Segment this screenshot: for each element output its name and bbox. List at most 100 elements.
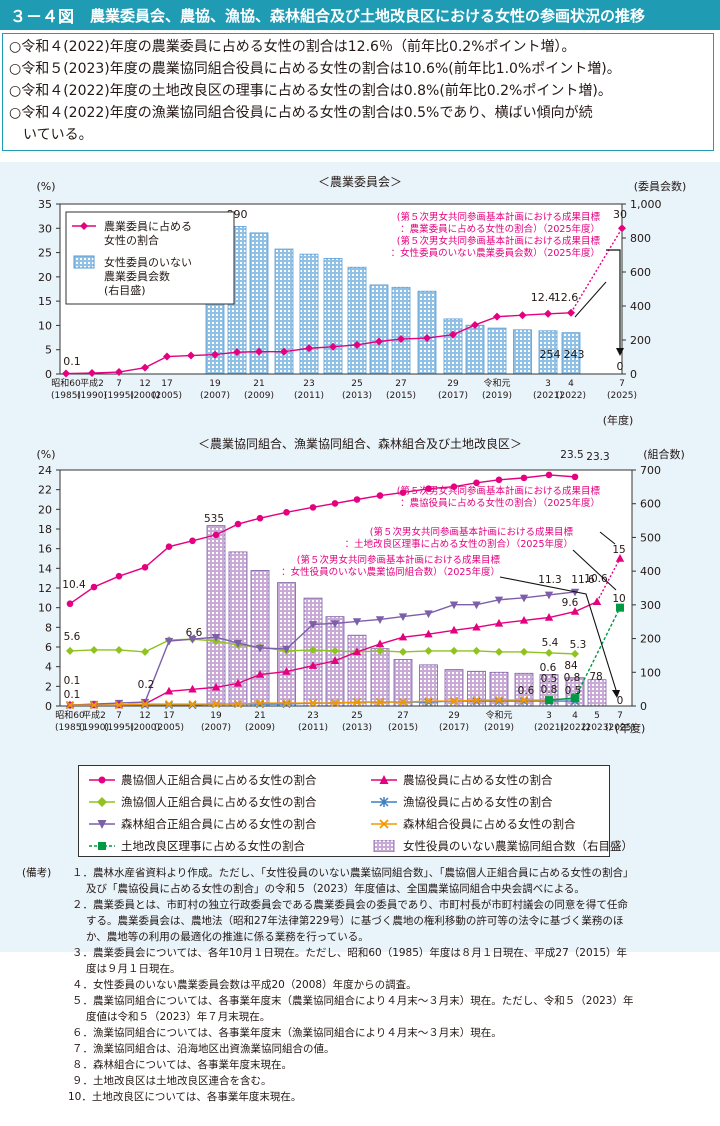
- bar: [347, 634, 367, 707]
- plot-area: [60, 470, 632, 706]
- legend-label: 女性委員のいない: [104, 255, 192, 269]
- data-point: [399, 489, 407, 496]
- y-left-tick: 20: [38, 503, 52, 516]
- summary-line: ○令和４(2022)年度の土地改良区の理事に占める女性の割合は0.8%(前年比0…: [9, 83, 612, 99]
- data-label: 11.3: [538, 574, 561, 586]
- x-tick-label: 7: [116, 379, 122, 389]
- x-tick-label: 平成2: [80, 377, 104, 389]
- data-label: 254: [540, 348, 561, 361]
- data-point: [309, 645, 317, 654]
- series-line: [69, 591, 576, 706]
- target-point: [618, 224, 626, 233]
- data-point: [398, 632, 408, 641]
- x-tick-label: 昭和60: [55, 710, 85, 721]
- x-tick-label: (2017): [439, 723, 469, 733]
- data-point: [331, 646, 339, 655]
- data-point: [164, 637, 174, 646]
- annotation: (第５次男女共同参画基本計画における成果目標: [297, 554, 501, 566]
- y-left-tick: 0: [45, 368, 52, 381]
- summary-line: いている。: [9, 127, 93, 143]
- data-point: [398, 698, 408, 707]
- y-right-tick: 0: [640, 700, 647, 713]
- x-tick-label: 19: [209, 379, 221, 389]
- legend-label: 農業委員会数: [104, 269, 170, 283]
- data-point: [188, 699, 197, 709]
- data-point: [141, 363, 149, 372]
- annotation: ：農協役員に占める女性の割合）（2025年度）: [400, 497, 600, 509]
- y-right-tick: 300: [640, 599, 661, 612]
- y-left-label: (%): [36, 448, 55, 461]
- y-right-tick: 800: [630, 232, 651, 245]
- data-point: [544, 613, 554, 621]
- y-left-tick: 24: [38, 464, 52, 477]
- bar: [369, 284, 389, 375]
- data-point: [188, 635, 197, 644]
- legend-label: 女性役員のいない農業協同組合数（右目盛）: [403, 839, 633, 853]
- bar: [465, 324, 485, 375]
- data-label: 23.5: [560, 449, 583, 461]
- data-point: [544, 309, 552, 318]
- annotation-arrow-head: [616, 348, 624, 356]
- legend-bar-swatch-icon: [373, 840, 395, 852]
- legend-marker-diamond-icon: [89, 797, 115, 807]
- data-point: [518, 311, 527, 320]
- data-point: [308, 661, 318, 669]
- x-tick-label: (1985): [55, 723, 85, 733]
- y-left-tick: 35: [38, 198, 52, 211]
- y-left-tick: 18: [38, 523, 52, 536]
- legend-label: 農協役員に占める女性の割合: [403, 773, 553, 787]
- legend-label: (右目盛): [104, 283, 146, 297]
- legend-marker-triangle-icon: [371, 775, 397, 784]
- bar: [443, 318, 463, 375]
- target-line: [570, 227, 623, 314]
- data-label: 5.4: [542, 637, 559, 649]
- data-point: [165, 543, 173, 550]
- y-right-tick: 200: [630, 334, 651, 347]
- x-tick-label: 27: [397, 711, 408, 721]
- data-point: [141, 564, 149, 571]
- data-point: [212, 531, 220, 539]
- annotation-leader: [574, 281, 607, 318]
- data-point: [424, 697, 433, 706]
- target-point: [616, 603, 624, 612]
- data-point: [425, 485, 432, 492]
- y-left-tick: 5: [45, 344, 52, 357]
- data-point: [189, 537, 196, 545]
- legend-label: 土地改良区理事に占める女性の割合: [121, 839, 305, 853]
- data-point: [282, 667, 291, 675]
- data-point: [352, 647, 362, 656]
- x-tick-label: 27: [395, 379, 406, 389]
- y-right-tick: 600: [640, 498, 661, 511]
- y-right-label: (組合数): [643, 447, 685, 461]
- data-point: [520, 474, 528, 482]
- note-line: ７．漁業協同組合は、沿海地区出資漁業協同組合の値。: [72, 1043, 335, 1055]
- note-line: ８．森林組合については、各事業年度末現在。: [72, 1059, 292, 1071]
- note-line: １．農林水産省資料より作成。ただし、「女性役員のいない農業協同組合数」、「農協個…: [72, 867, 634, 879]
- data-label: 12.4: [531, 291, 556, 304]
- data-point: [353, 496, 361, 503]
- data-label: 0: [617, 360, 624, 373]
- note-line: ３．農業委員会については、各年10月１日現在。ただし、昭和60（1985）年度は…: [72, 947, 627, 959]
- figure-title-bar: ３－４図 農業委員会、農協、漁協、森林組合及び土地改良区における女性の参画状況の…: [0, 0, 720, 30]
- legend-item: 漁協役員に占める女性の割合: [371, 794, 553, 810]
- y-right-tick: 400: [630, 300, 651, 313]
- note-line: 及び「農協役員に占める女性の割合」の令和５（2023）年度値は、全国農業協同組合…: [86, 883, 585, 895]
- data-label: 10: [612, 593, 625, 605]
- data-label: 10.4: [62, 579, 86, 591]
- x-tick-label: (2025): [605, 723, 635, 733]
- x-tick-label: 4: [572, 711, 578, 721]
- x-tick-label: 7: [116, 711, 122, 721]
- data-point: [331, 500, 339, 507]
- x-tick-label: (2000): [130, 723, 160, 733]
- y-left-tick: 20: [38, 271, 52, 284]
- data-point: [449, 625, 459, 634]
- x-tick-label: (1990): [77, 391, 107, 401]
- data-point: [353, 340, 361, 349]
- data-point: [114, 700, 124, 710]
- data-point: [308, 621, 318, 629]
- x-tick-label: (2005): [154, 723, 184, 733]
- annotation: ：農業委員に占める女性の割合）（2025年度）: [400, 223, 600, 235]
- annotation: (第５次男女共同参画基本計画における成果目標: [397, 211, 601, 223]
- annotation-arrow: [606, 249, 621, 348]
- y-left-tick: 4: [45, 661, 52, 674]
